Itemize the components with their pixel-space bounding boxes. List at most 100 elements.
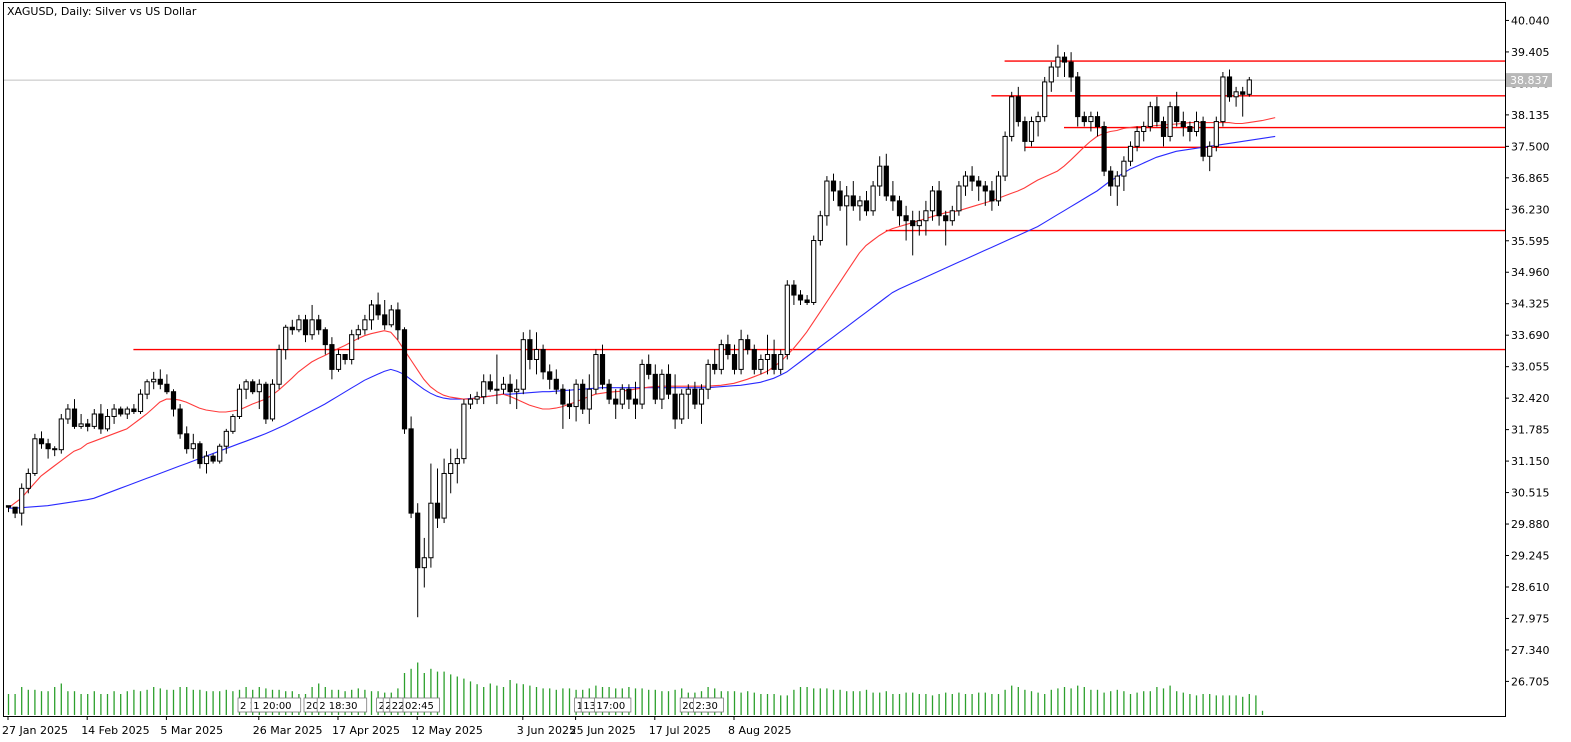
candle-body: [692, 388, 698, 405]
current-price-label: 38.837: [1510, 74, 1549, 87]
candle-body: [223, 430, 229, 447]
candle-body: [263, 383, 269, 420]
candle-body: [190, 443, 196, 450]
candle-body: [613, 398, 619, 405]
candle-body: [1101, 126, 1107, 172]
candle-body: [1114, 175, 1120, 187]
candle-body: [421, 557, 427, 569]
candle-body: [342, 354, 348, 360]
candle-body: [428, 502, 434, 559]
y-tick-label: 36.865: [1511, 172, 1550, 185]
candle-body: [514, 388, 520, 393]
candle-body: [388, 309, 394, 326]
event-marker: [316, 697, 368, 713]
candle-body: [137, 393, 144, 413]
candle-body: [322, 329, 328, 346]
candle-body: [929, 190, 936, 212]
candle-body: [560, 388, 566, 405]
x-tick-label: 5 Mar 2025: [160, 724, 223, 737]
candle-body: [124, 408, 130, 415]
candle-body: [1094, 116, 1101, 128]
candle-body: [1134, 130, 1140, 147]
candle-body: [217, 445, 223, 462]
candle-body: [395, 309, 401, 331]
current-price-tag: [1506, 73, 1552, 88]
candle-body: [665, 373, 672, 395]
candle-body: [1180, 121, 1186, 128]
candle-body: [1055, 56, 1061, 68]
candle-body: [269, 383, 276, 420]
y-tick-label: 31.785: [1511, 424, 1550, 437]
candle-body: [1246, 79, 1252, 95]
candle-body: [85, 423, 91, 427]
candle-body: [936, 190, 942, 217]
candle-body: [1015, 96, 1021, 123]
candle-body: [1187, 126, 1193, 132]
y-tick-label: 37.500: [1511, 140, 1550, 153]
candle-body: [1174, 106, 1180, 123]
candle-body: [382, 314, 388, 326]
candle-body: [778, 354, 784, 370]
candle-body: [118, 408, 124, 415]
x-tick-label: 14 Feb 2025: [81, 724, 149, 737]
candle-body: [982, 185, 988, 192]
candle-body: [401, 329, 408, 430]
candle-body: [1226, 76, 1233, 98]
candle-body: [646, 363, 652, 375]
candle-body: [659, 373, 665, 400]
candle-body: [197, 443, 203, 465]
candle-body: [844, 195, 850, 207]
candle-body: [1220, 76, 1226, 123]
candle-body: [1088, 116, 1094, 123]
candle-body: [850, 195, 856, 207]
y-tick-label: 31.150: [1511, 455, 1550, 468]
candle-body: [797, 294, 804, 301]
y-tick-label: 33.055: [1511, 361, 1550, 374]
candle-body: [1121, 160, 1127, 177]
candle-body: [329, 344, 335, 370]
candle-body: [177, 408, 183, 435]
candle-body: [877, 165, 883, 187]
candle-body: [738, 339, 744, 370]
candle-body: [316, 319, 322, 331]
candle-body: [65, 408, 71, 420]
candle-body: [45, 443, 51, 450]
candle-body: [302, 319, 309, 336]
candle-body: [104, 415, 111, 430]
candle-body: [599, 354, 606, 385]
candle-body: [1028, 121, 1035, 142]
candle-body: [553, 378, 559, 390]
candle-body: [157, 378, 163, 385]
candle-body: [1022, 121, 1028, 142]
candle-body: [837, 190, 843, 207]
candle-body: [533, 349, 540, 360]
candle-body: [903, 215, 909, 222]
candle-body: [1233, 91, 1239, 98]
candle-body: [857, 200, 863, 207]
chart-title: XAGUSD, Daily: Silver vs US Dollar: [7, 5, 197, 18]
candle-body: [91, 413, 97, 427]
candle-body: [1068, 61, 1074, 78]
candle-body: [1193, 121, 1200, 132]
candle-body: [705, 363, 711, 390]
candle-body: [527, 339, 533, 360]
y-tick-label: 34.960: [1511, 266, 1550, 279]
y-tick-label: 35.595: [1511, 235, 1550, 248]
candle-body: [111, 408, 117, 417]
candle-body: [487, 381, 493, 390]
candle-body: [712, 363, 718, 370]
candle-body: [507, 383, 513, 393]
candle-body: [593, 354, 599, 390]
candle-body: [811, 240, 817, 303]
candle-body: [375, 304, 381, 316]
candle-body: [355, 329, 361, 336]
plot-frame: [3, 2, 1506, 717]
candle-body: [131, 408, 137, 413]
candle-body: [1213, 121, 1219, 147]
candle-body: [956, 185, 962, 212]
candle-body: [870, 185, 876, 212]
candle-body: [566, 403, 573, 408]
y-tick-label: 36.230: [1511, 203, 1550, 216]
